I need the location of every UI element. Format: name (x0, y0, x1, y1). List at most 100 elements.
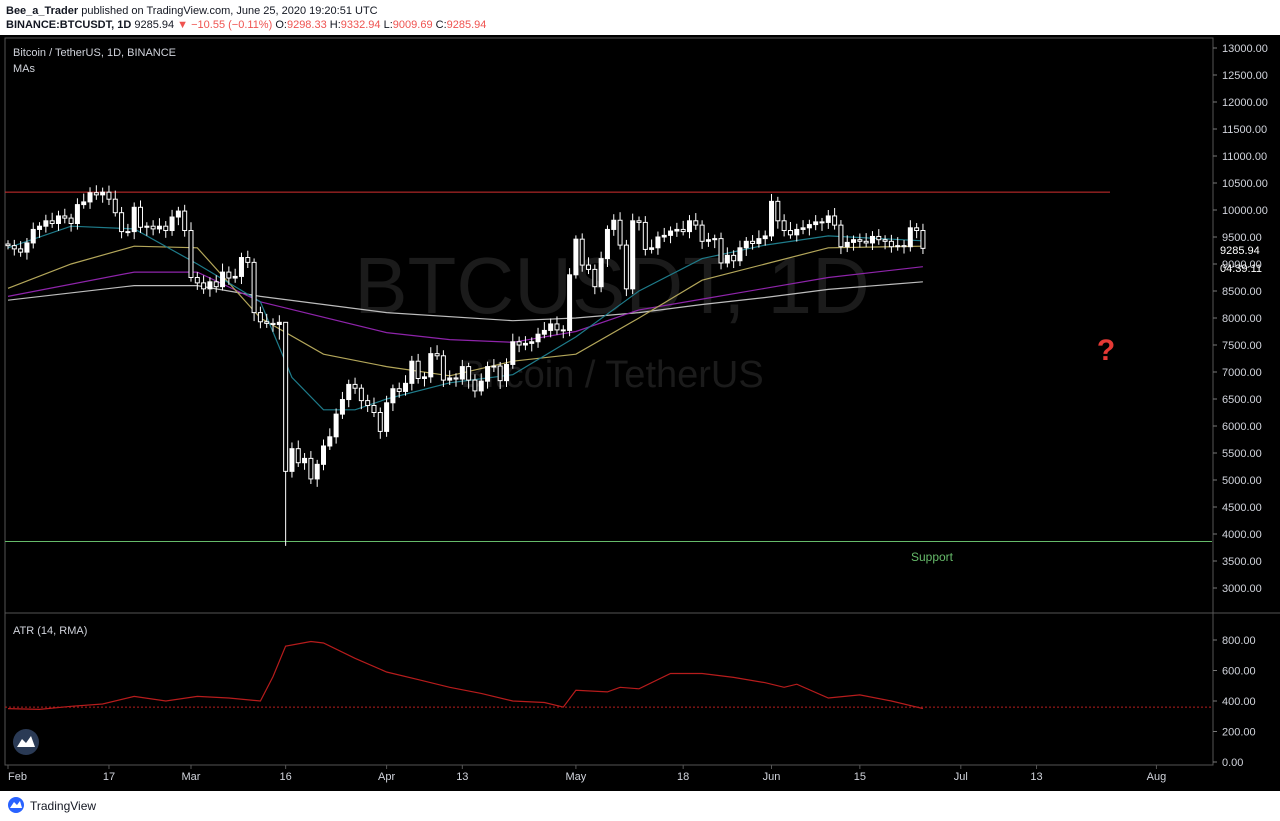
candle (882, 235, 888, 250)
candle (674, 222, 680, 237)
candle (447, 370, 453, 385)
atr-line (7, 640, 924, 711)
ohlc-line: BINANCE:BTCUSDT, 1D 9285.94 ▼ −10.55 (−0… (6, 17, 1280, 33)
candle (712, 234, 718, 249)
brand-name[interactable]: TradingView (30, 799, 97, 813)
time-tick: Aug (1147, 771, 1167, 783)
price-tick: 8000.00 (1222, 313, 1262, 325)
candle (119, 206, 125, 239)
price-axis[interactable]: 13000.00 12500.00 12000.00 11500.00 11000.00… (1213, 43, 1268, 595)
open-label: O: (275, 19, 287, 31)
candle (510, 333, 516, 369)
price-tick: 12500.00 (1222, 70, 1268, 82)
candle (30, 222, 36, 249)
candle (497, 361, 503, 389)
candle (718, 232, 724, 270)
last-price: 9285.94 (134, 19, 175, 31)
candle (321, 439, 326, 471)
candle (415, 353, 421, 384)
candle (756, 230, 762, 248)
price-tick: 13000.00 (1222, 43, 1268, 55)
candle (857, 233, 863, 248)
candle (62, 208, 68, 224)
chart-area[interactable]: BTCUSDT, 1D Bitcoin / TetherUS 13000.00 1… (0, 35, 1280, 791)
atr-axis[interactable]: 800.00 600.00 400.00 200.00 0.00 (1213, 635, 1256, 769)
candle (586, 257, 592, 275)
candle (156, 218, 162, 234)
candle (365, 394, 371, 413)
time-tick: 15 (854, 771, 866, 783)
price-tick: 9500.00 (1222, 232, 1262, 244)
price-tag: 9285.94 (1220, 245, 1260, 257)
candle (876, 229, 882, 245)
candle (838, 220, 844, 255)
atr-tick: 800.00 (1222, 635, 1256, 647)
candle (377, 407, 383, 439)
candle (630, 213, 636, 295)
candle (434, 345, 440, 360)
candle (579, 233, 585, 272)
candle (131, 202, 137, 240)
candle (920, 223, 926, 255)
candle (794, 223, 800, 242)
open-value: 9298.33 (286, 19, 327, 31)
down-arrow-icon: ▼ (177, 19, 189, 31)
candle (668, 226, 674, 244)
price-tick: 7500.00 (1222, 340, 1262, 352)
tradingview-logo-icon[interactable] (6, 797, 26, 813)
price-tick: 6000.00 (1222, 421, 1262, 433)
candle (636, 216, 642, 231)
atr-legend[interactable]: ATR (14, RMA) (13, 625, 87, 637)
candle (901, 240, 907, 254)
price-tick: 4500.00 (1222, 502, 1262, 514)
candle (138, 200, 144, 233)
candle (649, 239, 655, 254)
publish-line: Bee_a_Trader published on TradingView.co… (6, 3, 1280, 19)
time-tick: 17 (103, 771, 115, 783)
published-text: published on TradingView.com, June 25, 2… (81, 5, 378, 17)
tradingview-watermark-icon[interactable] (13, 729, 39, 755)
time-tick: 13 (456, 771, 468, 783)
candle (592, 264, 598, 295)
candle (226, 266, 232, 285)
close-label: C: (435, 19, 447, 31)
candle (37, 222, 43, 238)
atr-tick: 600.00 (1222, 666, 1256, 678)
time-axis[interactable]: Feb 17 Mar 16 Apr 13 May 18 Jun 15 Jul 13 Aug (7, 765, 1167, 783)
price-tick: 6500.00 (1222, 394, 1262, 406)
time-tick: Apr (378, 771, 395, 783)
candle (428, 347, 434, 383)
candle (485, 361, 491, 389)
candles (5, 185, 926, 546)
candle (680, 220, 686, 236)
candle (787, 221, 793, 239)
candle (257, 306, 263, 329)
ma-legend[interactable]: MAs (13, 63, 36, 75)
candle (598, 251, 604, 293)
symbol: BINANCE:BTCUSDT, 1D (6, 19, 132, 31)
price-tick: 11000.00 (1222, 151, 1267, 163)
candle (472, 374, 478, 398)
atr-tick: 0.00 (1222, 757, 1243, 769)
candle (295, 440, 301, 467)
candle (270, 318, 276, 332)
candle (832, 208, 838, 230)
time-tick: Jun (763, 771, 781, 783)
candle (182, 204, 188, 237)
candle (194, 272, 200, 290)
time-tick: Feb (8, 771, 27, 783)
price-tick: 11500.00 (1222, 124, 1267, 136)
candle (283, 321, 289, 546)
candle (11, 239, 17, 256)
candle (74, 198, 80, 230)
candle (503, 358, 509, 387)
author-name[interactable]: Bee_a_Trader (6, 5, 79, 17)
candle (43, 214, 49, 233)
candle (251, 258, 257, 322)
candle (314, 459, 320, 487)
chart-svg[interactable]: BTCUSDT, 1D Bitcoin / TetherUS 13000.001… (0, 35, 1280, 791)
price-tick: 4000.00 (1222, 529, 1262, 541)
candle (327, 428, 333, 450)
candle (264, 313, 270, 328)
candle (346, 379, 352, 408)
